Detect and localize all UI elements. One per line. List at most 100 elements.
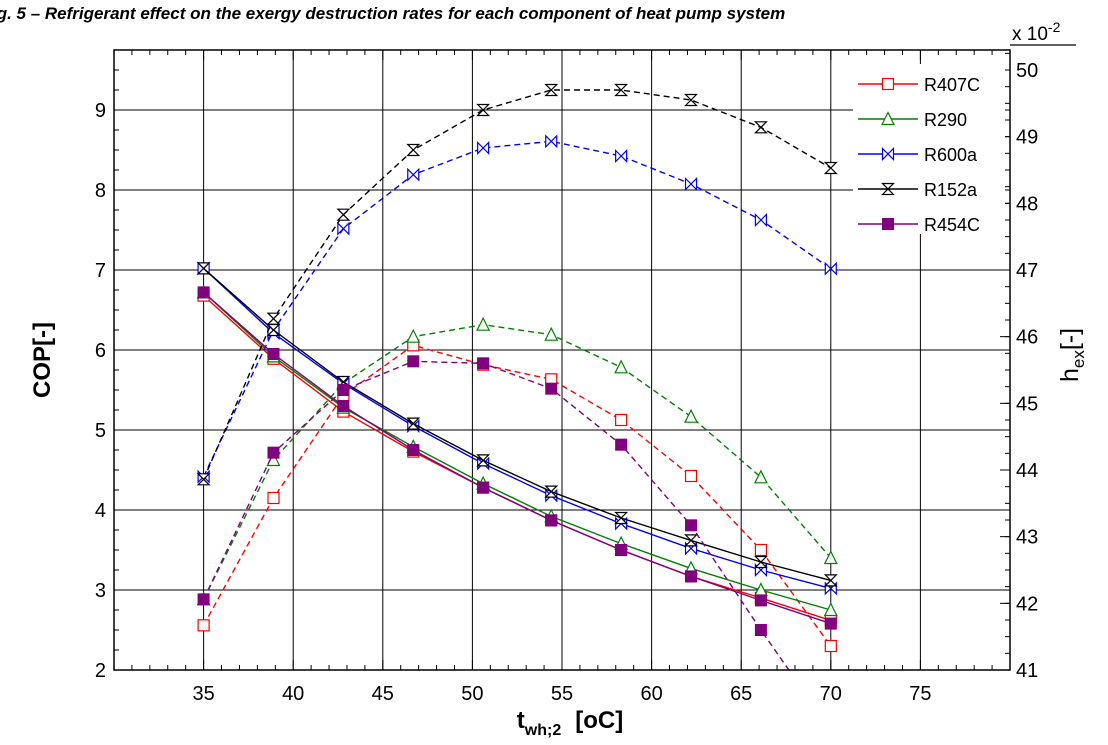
- cop-line-r290: [203, 291, 831, 611]
- hex-point-r290: [614, 359, 629, 374]
- hex-point-r152a: [684, 93, 698, 107]
- legend-item-r152a: R152a: [858, 180, 978, 200]
- cop-point-r454c: [267, 348, 280, 360]
- cop-point-r152a: [753, 555, 768, 569]
- legend-item-r407c: R407C: [858, 75, 980, 95]
- x-tick-label: 75: [909, 683, 931, 705]
- cop-point-r152a: [614, 511, 629, 525]
- series-layer: [196, 83, 838, 670]
- y-tick-label: 9: [95, 100, 106, 122]
- hex-point-r454c: [267, 446, 280, 459]
- y2-tick-label: 43: [1016, 527, 1038, 549]
- y-tick-label: 8: [95, 180, 106, 202]
- figure-caption: ig. 5 – Refrigerant effect on the exergy…: [0, 4, 785, 23]
- hex-point-r407c: [754, 543, 768, 557]
- y2-axis-label: hex[-]: [1056, 328, 1088, 382]
- hex-point-r407c: [684, 469, 698, 483]
- cop-point-r152a: [196, 262, 211, 275]
- cop-point-r290: [823, 602, 838, 617]
- legend-marker: [881, 111, 895, 126]
- x-axis-label-unit: [oC]: [575, 707, 623, 734]
- hex-point-r152a: [544, 83, 559, 97]
- cop-line-r152a: [203, 267, 831, 582]
- legend-background: [853, 64, 1005, 234]
- hex-point-r454c: [685, 519, 698, 532]
- hex-point-r152a: [336, 208, 351, 221]
- legend-marker: [881, 182, 895, 196]
- y-tick-label: 4: [95, 500, 106, 522]
- hex-point-r152a: [196, 473, 211, 486]
- cop-point-r454c: [824, 617, 837, 630]
- legend-label: R152a: [924, 180, 978, 200]
- x-axis-label-main: t: [517, 707, 525, 734]
- y2-multiplier-base: x 10: [1012, 24, 1048, 45]
- legend: R407C R290 R600a R152a R454C: [853, 64, 1005, 235]
- hex-point-r407c: [824, 639, 837, 653]
- x-tick-label: 50: [461, 683, 483, 705]
- hex-point-r152a: [614, 83, 629, 97]
- hex-point-r600a: [824, 261, 837, 276]
- y2-tick-label: 46: [1016, 327, 1038, 349]
- legend-item-r600a: R600a: [858, 145, 978, 165]
- series-r454c: [197, 286, 837, 670]
- legend-item-r290: R290: [858, 110, 967, 130]
- hex-point-r454c: [615, 438, 628, 451]
- cop-point-r152a: [406, 417, 421, 430]
- cop-point-r454c: [615, 544, 628, 556]
- x-tick-label: 70: [820, 683, 842, 705]
- hex-point-r407c: [197, 619, 210, 632]
- legend-marker: [882, 218, 894, 230]
- legend-label: R407C: [924, 75, 980, 95]
- y-axis-label: COP[-]: [29, 322, 56, 398]
- x-tick-label: 60: [640, 683, 662, 705]
- hex-line-r152a: [202, 89, 832, 480]
- hex-point-r454c: [337, 384, 350, 396]
- hex-line-r290: [202, 323, 832, 600]
- hex-point-r600a: [684, 177, 698, 191]
- hex-point-r152a: [266, 312, 281, 325]
- y2-axis-label-suffix: [-]: [1056, 328, 1084, 350]
- legend-marker: [881, 147, 895, 161]
- x-tick-label: 65: [730, 683, 752, 705]
- y2-tick-label: 47: [1016, 260, 1038, 282]
- cop-point-r152a: [684, 534, 698, 547]
- y2-tick-label: 49: [1016, 127, 1038, 149]
- hex-point-r600a: [615, 149, 628, 163]
- series-r152a: [196, 83, 838, 587]
- legend-label: R290: [924, 110, 967, 130]
- hex-point-r152a: [753, 121, 768, 134]
- hex-line-r454c: [202, 360, 790, 670]
- x-axis-label-sub: wh;2: [524, 722, 562, 739]
- hex-point-r600a: [337, 221, 350, 236]
- y2-axis-label-main: h: [1056, 368, 1084, 382]
- y2-tick-label: 44: [1016, 460, 1038, 482]
- cop-point-r454c: [407, 444, 420, 456]
- series-r600a: [197, 134, 837, 596]
- y-tick-label: 3: [95, 580, 106, 602]
- cop-point-r152a: [476, 454, 491, 467]
- hex-point-r600a: [407, 167, 420, 182]
- x-tick-label: 55: [551, 683, 573, 705]
- hex-point-r290: [406, 328, 421, 343]
- grid: [114, 50, 1010, 671]
- hex-line-r600a: [202, 140, 832, 477]
- legend-label: R454C: [924, 215, 980, 235]
- legend-label: R600a: [924, 145, 978, 165]
- hex-point-r454c: [545, 382, 558, 395]
- cop-point-r152a: [823, 574, 838, 587]
- hex-point-r290: [684, 408, 698, 423]
- y-tick-label: 7: [95, 260, 106, 282]
- y-tick-label: 6: [95, 340, 106, 362]
- cop-point-r454c: [337, 400, 350, 412]
- cop-line-r407c: [203, 295, 832, 622]
- hex-point-r290: [753, 469, 768, 484]
- x-tick-label: 40: [282, 683, 304, 705]
- cop-line-r454c: [203, 291, 832, 625]
- hex-point-r152a: [406, 143, 421, 157]
- hex-point-r407c: [267, 491, 280, 505]
- x-tick-label: 45: [372, 683, 394, 705]
- y-tick-label: 2: [95, 660, 106, 682]
- hex-point-r152a: [823, 161, 838, 175]
- cop-point-r152a: [544, 485, 559, 498]
